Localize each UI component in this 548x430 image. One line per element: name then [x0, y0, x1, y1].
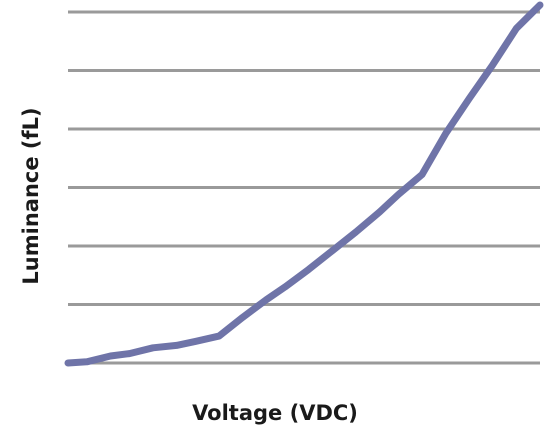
series-layer [64, 1, 544, 367]
gridlines [68, 10, 540, 365]
x-axis-label: Voltage (VDC) [192, 401, 358, 425]
series-line-1 [64, 1, 544, 367]
y-axis-label: Luminance (fL) [19, 107, 43, 284]
